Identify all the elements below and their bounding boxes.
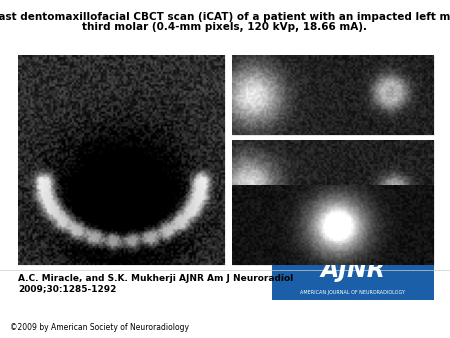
- FancyBboxPatch shape: [18, 55, 225, 265]
- Text: C: C: [235, 206, 243, 216]
- FancyBboxPatch shape: [232, 55, 434, 135]
- Text: 2009;30:1285-1292: 2009;30:1285-1292: [18, 284, 117, 293]
- FancyBboxPatch shape: [272, 256, 434, 300]
- Text: B: B: [235, 121, 243, 131]
- Text: AJNR: AJNR: [320, 258, 386, 282]
- Text: Noncontrast dentomaxillofacial CBCT scan (iCAT) of a patient with an impacted le: Noncontrast dentomaxillofacial CBCT scan…: [0, 12, 450, 22]
- Text: third molar (0.4-mm pixels, 120 kVp, 18.66 mA).: third molar (0.4-mm pixels, 120 kVp, 18.…: [82, 22, 368, 32]
- FancyBboxPatch shape: [232, 140, 434, 220]
- Text: D: D: [235, 251, 244, 261]
- Text: ©2009 by American Society of Neuroradiology: ©2009 by American Society of Neuroradiol…: [10, 323, 189, 332]
- FancyBboxPatch shape: [232, 185, 434, 265]
- Text: AMERICAN JOURNAL OF NEURORADIOLOGY: AMERICAN JOURNAL OF NEURORADIOLOGY: [301, 290, 405, 295]
- Text: A: A: [21, 251, 30, 261]
- Text: A.C. Miracle, and S.K. Mukherji AJNR Am J Neuroradiol: A.C. Miracle, and S.K. Mukherji AJNR Am …: [18, 274, 293, 283]
